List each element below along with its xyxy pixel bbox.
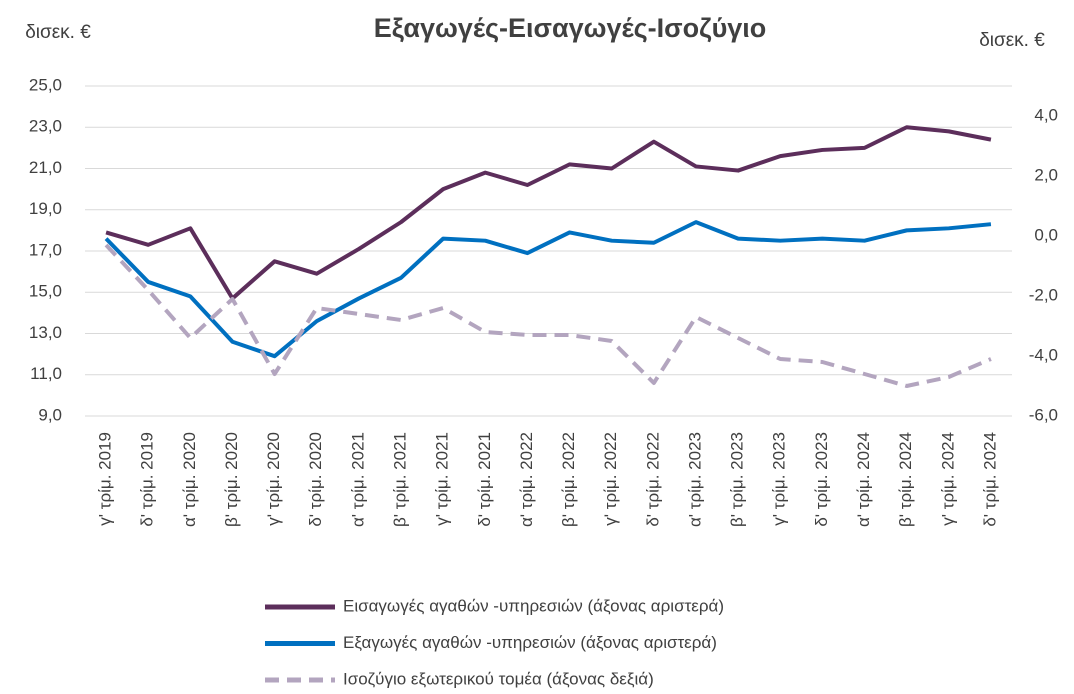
- x-tick-label: β' τρίμ. 2021: [391, 432, 410, 527]
- x-tick-label: β' τρίμ. 2023: [728, 432, 747, 527]
- x-tick-label: α' τρίμ. 2021: [348, 432, 367, 527]
- y-tick-label: 25,0: [29, 75, 62, 94]
- x-tick-label: γ' τρίμ. 2020: [264, 432, 283, 526]
- y2-axis-title: δισεκ. €: [979, 30, 1045, 51]
- y-tick-label: 15,0: [29, 282, 62, 301]
- x-tick-label: δ' τρίμ. 2023: [812, 432, 831, 527]
- x-tick-label: γ' τρίμ. 2022: [601, 432, 620, 526]
- y2-tick-label: 0,0: [1034, 225, 1058, 244]
- x-tick-label: γ' τρίμ. 2021: [433, 432, 452, 526]
- y2-tick-label: -6,0: [1029, 405, 1058, 424]
- y-tick-label: 9,0: [38, 405, 62, 424]
- series-line: [105, 125, 992, 301]
- x-tick-label: α' τρίμ. 2023: [685, 432, 704, 527]
- legend-label: Εισαγωγές αγαθών -υπηρεσιών (άξονας αρισ…: [343, 596, 724, 615]
- y2-tick-label: 2,0: [1034, 165, 1058, 184]
- y-tick-label: 11,0: [30, 364, 62, 383]
- x-tick-label: β' τρίμ. 2020: [222, 432, 241, 527]
- y-axis-title: δισεκ. €: [25, 22, 91, 43]
- x-tick-label: α' τρίμ. 2024: [854, 432, 873, 527]
- y-tick-label: 21,0: [29, 158, 62, 177]
- x-tick-label: β' τρίμ. 2022: [559, 432, 578, 527]
- x-tick-label: δ' τρίμ. 2020: [306, 432, 325, 527]
- y2-tick-label: -4,0: [1029, 345, 1058, 364]
- chart-title: Εξαγωγές-Εισαγωγές-Ισοζύγιο: [374, 13, 767, 43]
- y2-tick-label: 4,0: [1034, 105, 1058, 124]
- series-line: [104, 243, 992, 388]
- x-tick-label: δ' τρίμ. 2021: [475, 432, 494, 527]
- x-tick-label: γ' τρίμ. 2023: [770, 432, 789, 526]
- x-tick-label: γ' τρίμ. 2024: [938, 432, 957, 526]
- x-tick-label: γ' τρίμ. 2019: [96, 432, 115, 526]
- x-tick-label: δ' τρίμ. 2024: [980, 432, 999, 527]
- legend-label: Ισοζύγιο εξωτερικού τομέα (άξονας δεξιά): [343, 669, 654, 688]
- series-line: [104, 220, 992, 359]
- y2-tick-label: -2,0: [1029, 285, 1058, 304]
- x-tick-label: δ' τρίμ. 2022: [643, 432, 662, 527]
- y-tick-label: 17,0: [29, 240, 62, 259]
- y-tick-label: 13,0: [29, 323, 62, 342]
- legend-label: Εξαγωγές αγαθών -υπηρεσιών (άξονας αριστ…: [343, 633, 717, 652]
- x-tick-label: α' τρίμ. 2022: [517, 432, 536, 527]
- x-tick-label: α' τρίμ. 2020: [180, 432, 199, 527]
- x-tick-label: β' τρίμ. 2024: [896, 432, 915, 527]
- y-tick-label: 23,0: [29, 117, 62, 136]
- y-tick-label: 19,0: [29, 199, 62, 218]
- x-tick-label: δ' τρίμ. 2019: [138, 432, 157, 527]
